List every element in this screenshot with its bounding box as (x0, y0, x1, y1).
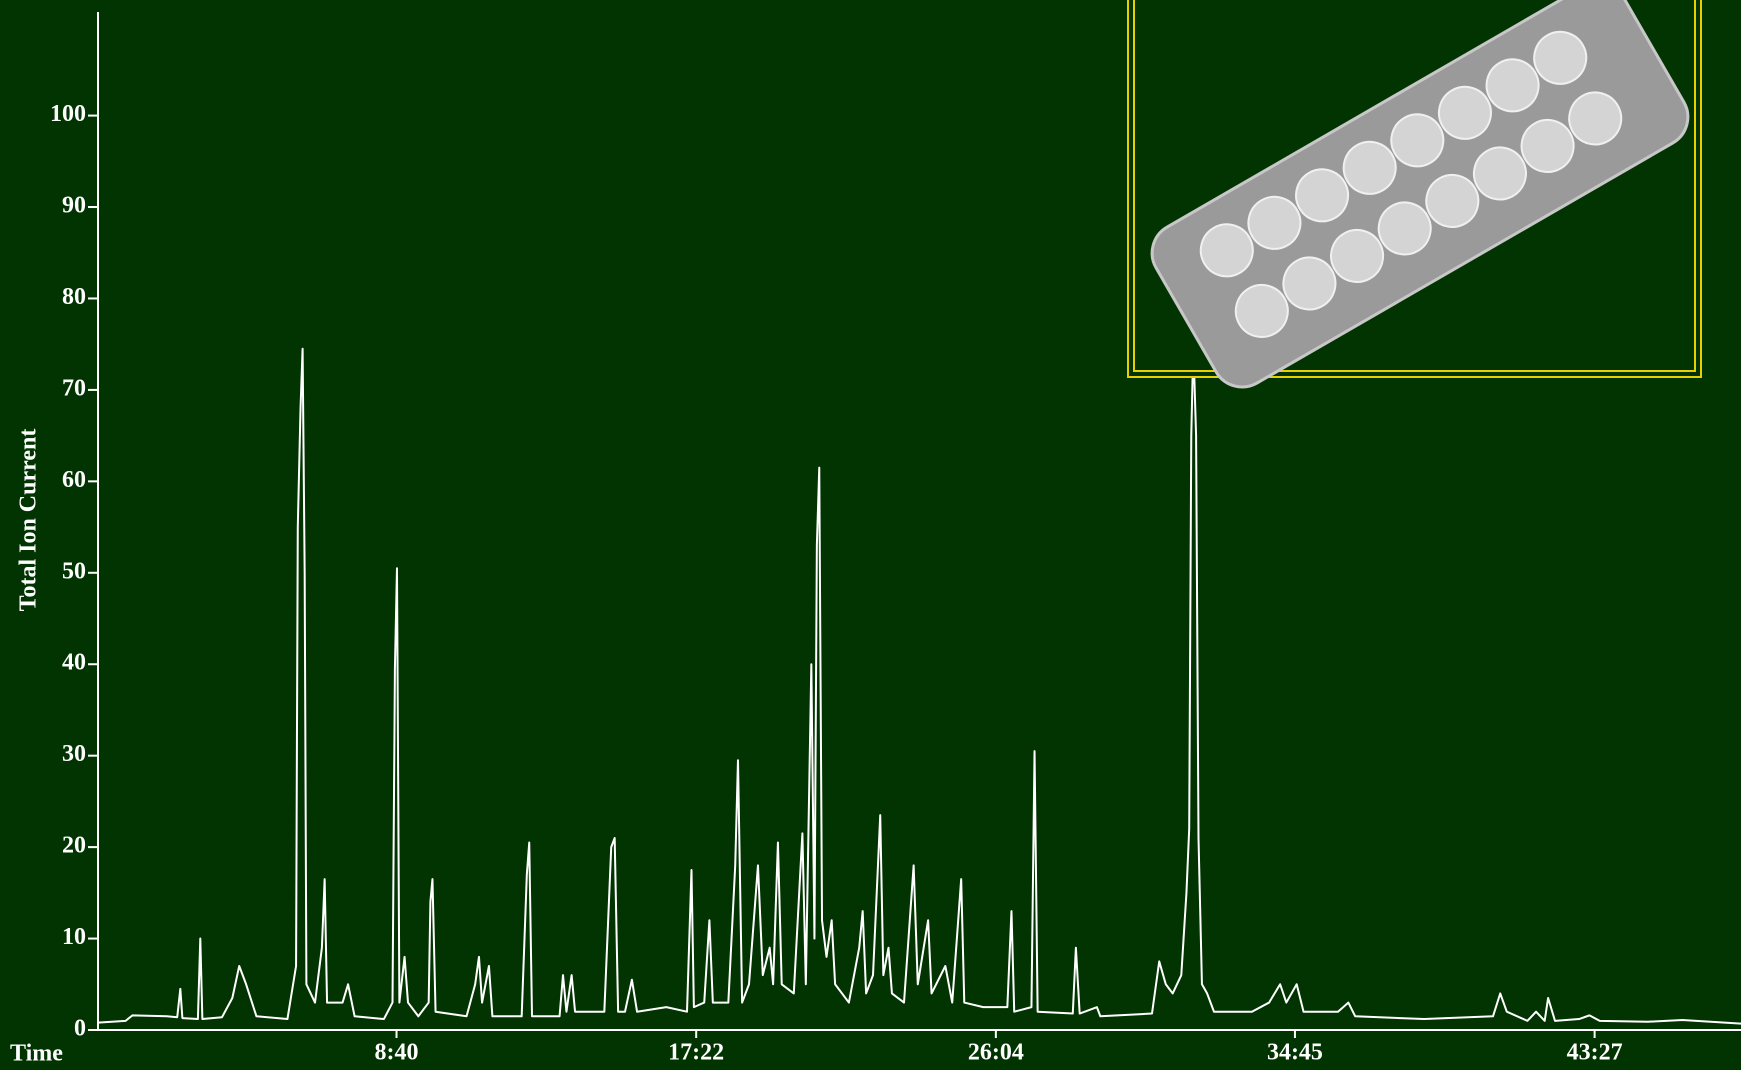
y-tick-label: 90 (62, 193, 86, 219)
y-tick-label: 80 (62, 284, 86, 310)
x-axis-label: Time (10, 1041, 63, 1067)
x-tick-label: 8:40 (375, 1040, 419, 1066)
y-tick-label: 30 (62, 741, 86, 767)
x-tick-label: 17:22 (668, 1040, 724, 1066)
x-tick-label: 26:04 (968, 1040, 1024, 1066)
inset-photo (1128, 0, 1701, 398)
y-tick-label: 100 (50, 101, 86, 127)
y-tick-label: 50 (62, 558, 86, 584)
y-tick-label: 70 (62, 375, 86, 401)
y-tick-label: 10 (62, 924, 86, 950)
y-tick-label: 20 (62, 833, 86, 859)
y-axis-label: Total Ion Current (16, 429, 42, 612)
x-tick-label: 34:45 (1267, 1040, 1323, 1066)
y-tick-label: 0 (74, 1016, 86, 1042)
y-tick-label: 40 (62, 650, 86, 676)
x-tick-label: 43:27 (1567, 1040, 1623, 1066)
y-tick-label: 60 (62, 467, 86, 493)
chart: Total Ion Current Time 0 10 20 30 40 50 60 70 80… (0, 0, 1741, 1070)
